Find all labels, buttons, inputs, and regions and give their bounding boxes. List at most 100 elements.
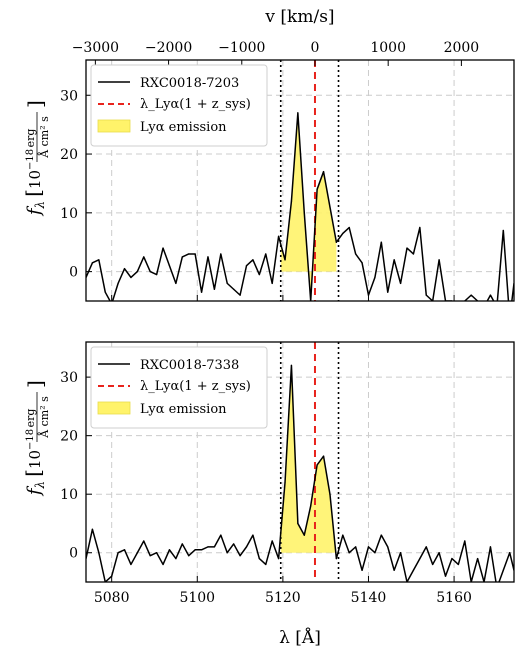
- spectrum-point: [303, 534, 305, 536]
- spectrum-point: [464, 540, 466, 542]
- y-tick-label: 30: [60, 370, 78, 386]
- spectrum-point: [117, 282, 119, 284]
- spectrum-point: [303, 212, 305, 214]
- spectrum-point: [188, 253, 190, 255]
- spectrum-point: [310, 505, 312, 507]
- spectrum-point: [489, 294, 492, 296]
- y-tick-label: 30: [60, 88, 78, 104]
- spectrum-point: [387, 291, 389, 293]
- legend-top: RXC0018-7203 λ_Lyα(1 + z_sys) Lyα emissi…: [90, 64, 268, 147]
- spectrum-point: [361, 262, 363, 264]
- spectrum-point: [162, 563, 164, 566]
- spectrum-point: [374, 552, 376, 554]
- spectrum-point: [284, 259, 286, 261]
- spectrum-point: [245, 546, 248, 548]
- ylabel-bottom-lambda: λ: [33, 481, 47, 490]
- svg-text:fλ[10−18: fλ[10−18: [21, 429, 47, 497]
- ylabel-bottom-den: Å cm² s: [37, 396, 51, 439]
- spectrum-point: [425, 546, 427, 548]
- spectrum-point: [181, 256, 183, 258]
- spectrum-point: [156, 273, 158, 276]
- y-tick-label: 10: [60, 206, 78, 222]
- spectrum-point: [457, 563, 459, 566]
- spectrum-point: [297, 522, 299, 525]
- spectrum-point: [316, 188, 318, 190]
- spectrum-point: [175, 282, 177, 284]
- spectrum-point: [342, 534, 344, 536]
- spectrum-point: [123, 268, 126, 270]
- spectrum-point: [444, 575, 447, 577]
- spectrum-point: [278, 557, 280, 560]
- top-tick-label: 2000: [444, 40, 480, 56]
- spectrum-point: [316, 464, 318, 466]
- spectrum-point: [483, 306, 484, 307]
- spectrum-point: [329, 493, 331, 495]
- spectrum-point: [322, 455, 325, 457]
- panel-bottom-ticks: 5080 5100 5120 5140 5160 0 10 20 30: [60, 370, 472, 606]
- ylabel-top-bracket: [: [21, 189, 45, 197]
- spectrum-point: [399, 282, 402, 284]
- ylabel-top-close: ]: [23, 100, 47, 108]
- spectrum-line: [86, 112, 514, 301]
- spectrum-point: [200, 549, 203, 551]
- x-tick-label: 5080: [94, 590, 130, 606]
- spectrum-point: [335, 241, 337, 243]
- spectrum-point: [245, 265, 248, 267]
- x-tick-label: 5140: [351, 590, 387, 606]
- spectrum-point: [226, 282, 228, 284]
- spectrum-point: [451, 557, 453, 560]
- spectrum-point: [258, 557, 260, 560]
- spectrum-point: [213, 288, 215, 290]
- spectrum-point: [458, 306, 459, 307]
- y-tick-label: 20: [60, 429, 78, 445]
- panel-bottom: 5080 5100 5120 5140 5160 0 10 20 30 RXC0018-7338…: [60, 341, 515, 606]
- top-tick-label: −1000: [218, 40, 265, 56]
- spectrum-point: [200, 291, 203, 293]
- spectrum-point: [98, 259, 100, 261]
- top-tick-label: 0: [311, 40, 320, 56]
- legend-top-patch-swatch: [97, 119, 131, 133]
- spectrum-point: [284, 481, 286, 484]
- ylabel-top-num: erg: [24, 129, 37, 148]
- panel-bottom-fill: [280, 365, 337, 559]
- spectrum-point: [502, 569, 504, 571]
- y-tick-label: 10: [60, 487, 78, 503]
- spectrum-point: [361, 569, 363, 571]
- spectrum-point: [143, 540, 145, 542]
- spectrum-point: [419, 226, 421, 229]
- spectrum-point: [265, 563, 267, 566]
- legend-bottom-patch-swatch: [97, 401, 131, 415]
- legend-bottom-series-label: RXC0018-7338: [140, 358, 239, 373]
- spectrum-point: [156, 552, 158, 554]
- spectrum-point: [271, 282, 273, 284]
- panel-top-vlines: [279, 60, 340, 301]
- spectrum-point: [425, 294, 427, 296]
- spectrum-point: [188, 555, 190, 557]
- spectrum-point: [213, 546, 215, 548]
- spectrum-point: [489, 546, 492, 548]
- legend-top-box: [90, 64, 268, 147]
- spectrum-point: [136, 271, 138, 273]
- spectrum-point: [136, 552, 138, 554]
- spectrum-point: [252, 259, 254, 261]
- spectrum-point: [380, 534, 382, 536]
- spectrum-point: [399, 552, 402, 554]
- spectrum-point: [509, 552, 511, 554]
- spectrum-point: [233, 288, 235, 290]
- spectrum-point: [194, 253, 196, 255]
- spectrum-point: [181, 543, 183, 545]
- ylabel-top-den: Å cm² s: [37, 116, 51, 159]
- legend-bottom-emission-label: Lyα emission: [140, 402, 227, 417]
- spectrum-point: [374, 276, 376, 279]
- ylabel-bottom-close: ]: [23, 380, 47, 388]
- svg-text:fλ[10−18: fλ[10−18: [21, 149, 47, 217]
- spectrum-line: [86, 364, 514, 582]
- legend-top-series-label: RXC0018-7203: [140, 76, 239, 91]
- spectrum-point: [406, 247, 408, 249]
- legend-top-systemic-text: λ_Lyα(1 + z_sys): [140, 97, 251, 112]
- spectrum-point: [111, 303, 112, 304]
- spectrum-point: [393, 569, 395, 571]
- spectrum-point: [207, 546, 209, 548]
- spectrum-point: [91, 262, 94, 264]
- spectrum-point: [412, 253, 415, 255]
